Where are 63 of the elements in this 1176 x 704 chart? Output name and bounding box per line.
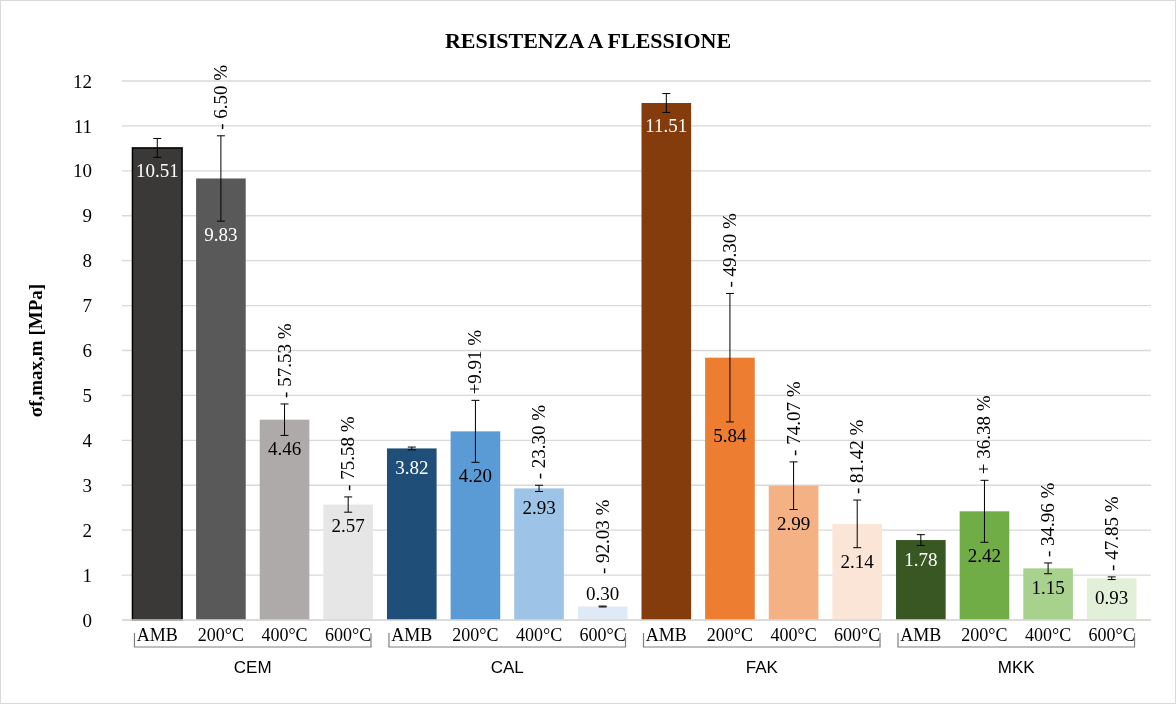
data-label: 2.99 xyxy=(776,512,811,534)
y-tick-label: 6 xyxy=(82,340,92,362)
y-axis-title: σf,max,m [MPa] xyxy=(25,283,46,418)
x-tick-label: AMB xyxy=(136,625,178,645)
data-label: 4.46 xyxy=(267,438,302,460)
chart-title: RESISTENZA A FLESSIONE xyxy=(444,28,732,53)
x-tick-label: 400°C xyxy=(770,625,817,645)
annotation: - 57.53 % xyxy=(273,323,295,398)
data-label: 0.93 xyxy=(1095,587,1129,609)
x-tick-label: 400°C xyxy=(261,625,308,645)
y-tick-label: 2 xyxy=(82,519,92,541)
data-label: 2.93 xyxy=(522,497,556,519)
x-tick-label: 600°C xyxy=(325,625,372,645)
text: CAL xyxy=(490,658,524,677)
x-tick-label: 200°C xyxy=(706,625,754,645)
annotation: - 49.30 % xyxy=(718,212,740,288)
x-tick-label: 600°C xyxy=(579,625,626,645)
data-label: 2.42 xyxy=(967,545,1002,567)
text: FAK xyxy=(745,658,779,677)
x-tick-label: 600°C xyxy=(834,625,881,645)
data-label: 1.78 xyxy=(904,549,938,571)
x-tick-label: 200°C xyxy=(197,625,245,645)
data-label: 11.51 xyxy=(645,115,688,137)
y-tick-label: 7 xyxy=(82,295,92,317)
x-tick-label: 200°C xyxy=(961,625,1008,645)
annotation: - 47.85 % xyxy=(1100,496,1122,571)
x-tick-label: 200°C xyxy=(452,625,499,645)
x-tick-label: AMB xyxy=(391,625,433,645)
y-tick-label: 9 xyxy=(82,205,92,227)
data-label: 5.84 xyxy=(713,424,748,446)
y-tick-label: 11 xyxy=(73,115,92,137)
annotation: - 75.58 % xyxy=(337,416,359,491)
annotation: +9.91 % xyxy=(464,329,486,395)
annotation: - 81.42 % xyxy=(846,419,868,495)
y-tick-label: 8 xyxy=(82,250,92,272)
annotation: - 34.96 % xyxy=(1037,482,1059,557)
data-label: 4.20 xyxy=(458,465,493,487)
y-tick-label: 5 xyxy=(82,385,92,407)
y-tick-label: 12 xyxy=(73,70,92,92)
data-label: 1.15 xyxy=(1031,577,1065,599)
y-tick-label: 4 xyxy=(82,429,93,451)
y-tick-label: 10 xyxy=(73,160,92,182)
data-label: 3.82 xyxy=(395,457,429,479)
data-label: 10.51 xyxy=(135,160,179,182)
x-tick-label: 400°C xyxy=(515,625,563,645)
x-tick-label: 400°C xyxy=(1024,625,1072,645)
annotation: + 36.38 % xyxy=(973,395,995,475)
data-label: 9.83 xyxy=(204,224,238,246)
x-tick-label: AMB xyxy=(900,625,942,645)
text: MKK xyxy=(997,658,1036,677)
annotation: - 6.50 % xyxy=(209,64,231,130)
annotation: - 74.07 % xyxy=(782,381,804,456)
x-tick-label: AMB xyxy=(645,625,687,645)
y-tick-label: 3 xyxy=(82,474,92,496)
annotation: - 23.30 % xyxy=(528,404,550,480)
data-label: 2.14 xyxy=(840,550,875,572)
x-tick-label: 600°C xyxy=(1088,625,1135,645)
data-label: 2.57 xyxy=(331,515,365,537)
y-tick-label: 1 xyxy=(82,564,92,586)
data-label: 0.30 xyxy=(586,583,620,605)
annotation: - 92.03 % xyxy=(591,499,613,575)
y-tick-label: 0 xyxy=(82,609,92,631)
text: CEM xyxy=(233,658,272,677)
